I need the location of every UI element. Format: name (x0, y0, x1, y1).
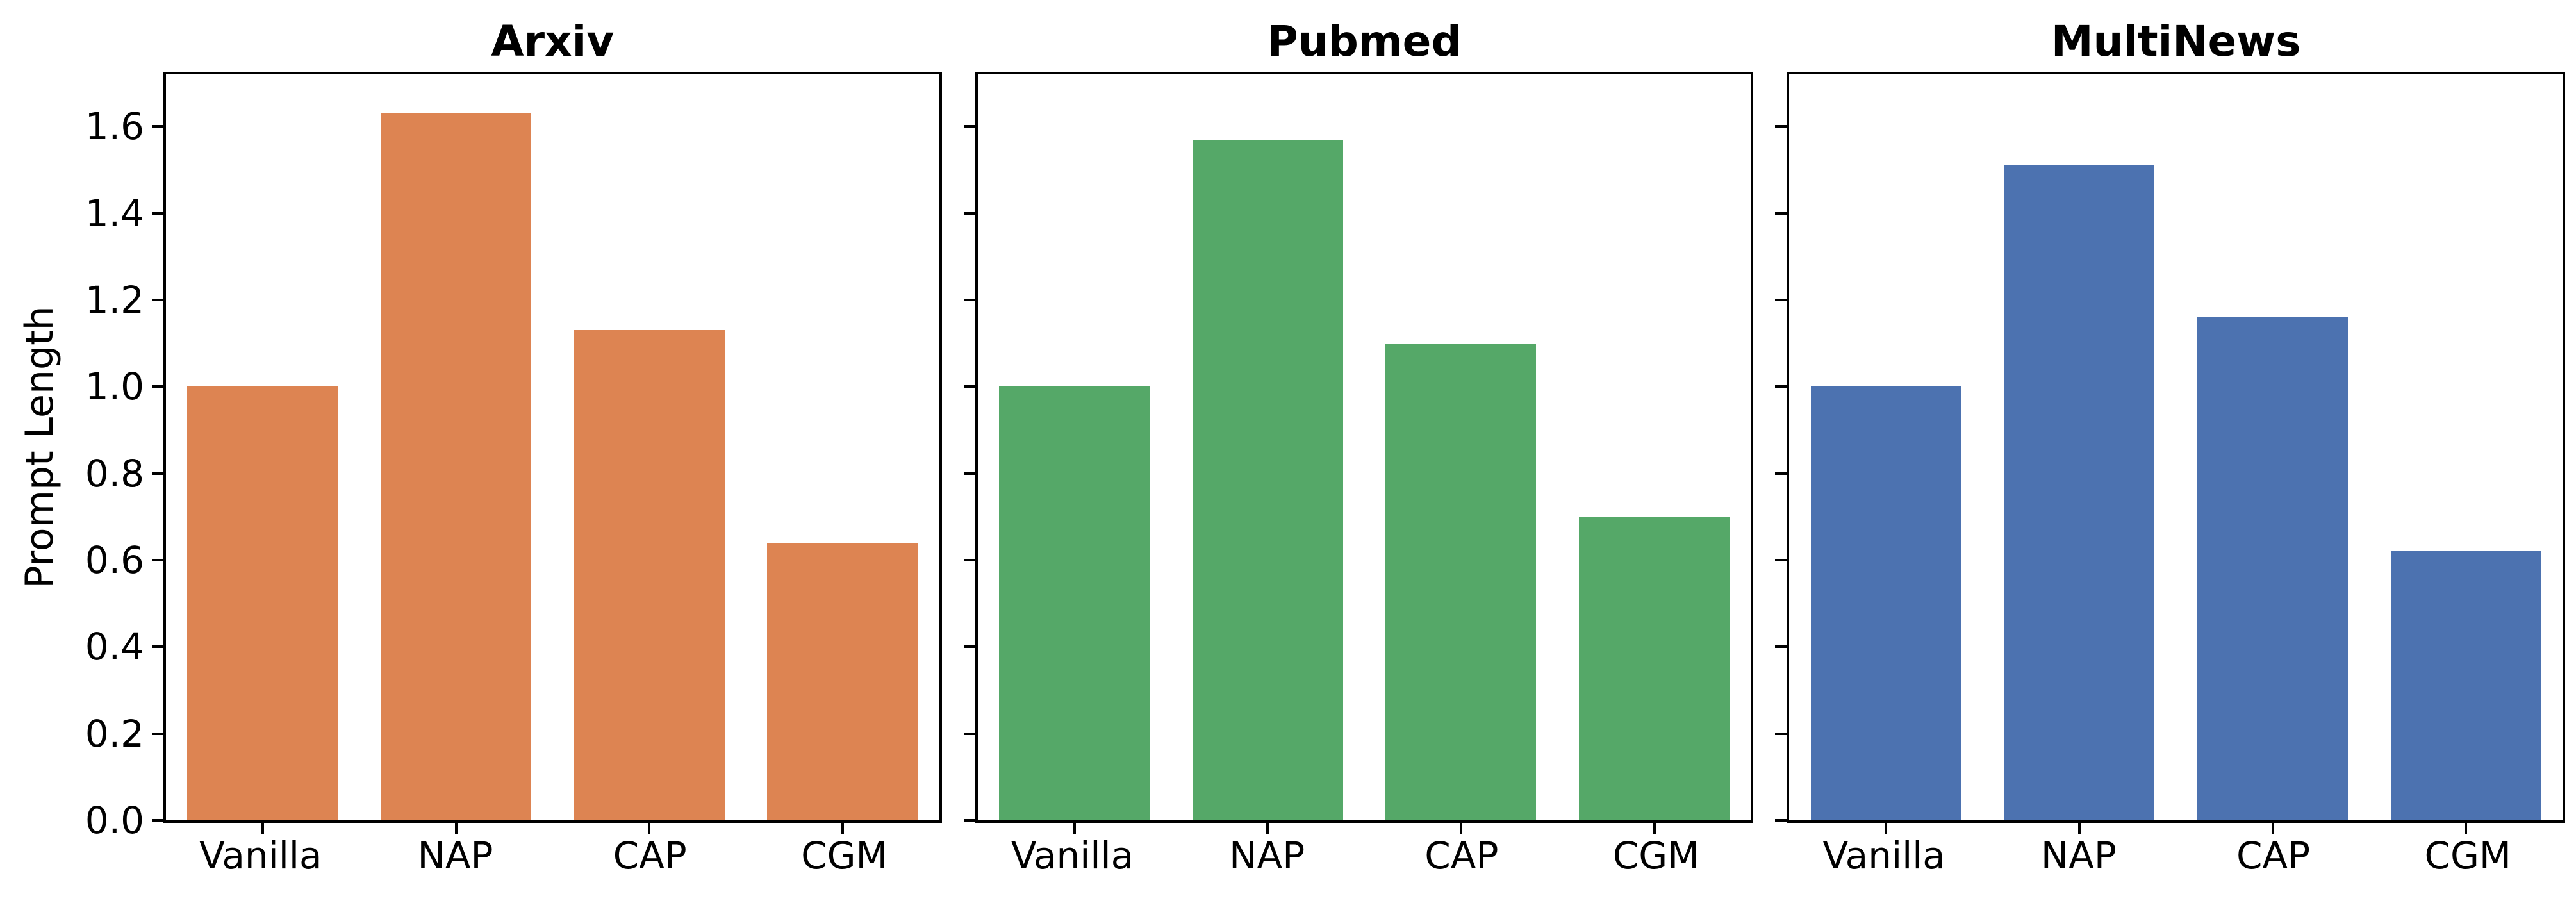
x-tick-label-nap: NAP (417, 834, 493, 877)
bar-vanilla-pubmed (998, 386, 1150, 820)
panel-title-multinews: MultiNews (2051, 17, 2301, 66)
y-tick-label: 0.0 (85, 799, 144, 842)
x-tick-label-cgm: CGM (2424, 834, 2511, 877)
y-tick-mark (963, 472, 975, 475)
y-tick-mark (152, 732, 163, 735)
panel-arxiv: Arxiv 0.0 0.2 0.4 0.6 0.8 1.0 1.2 1.4 1.6 Vanill… (85, 0, 942, 903)
y-tick-label: 1.0 (85, 365, 144, 409)
y-tick-mark (1775, 472, 1787, 475)
bar-cgm-arxiv (767, 542, 918, 820)
plot-area-arxiv: 0.0 0.2 0.4 0.6 0.8 1.0 1.2 1.4 1.6 (85, 72, 942, 839)
x-tick-mark (2465, 823, 2468, 834)
y-tick-label: 0.2 (85, 711, 144, 756)
bar-cgm-multinews (2390, 551, 2541, 820)
x-tick-label-cap: CAP (613, 834, 687, 877)
x-tick-label-vanilla: Vanilla (199, 834, 322, 877)
x-tick-mark (1459, 823, 1462, 834)
panel-multinews: MultiNews Vanilla NAP CAP CGM (1775, 0, 2566, 903)
plot-area-pubmed (963, 72, 1754, 834)
panel-pubmed: Pubmed Vanilla NAP CAP CGM (963, 0, 1754, 903)
y-tick-mark (1775, 211, 1787, 215)
x-tick-label-vanilla: Vanilla (1011, 834, 1134, 877)
y-tick-mark (963, 819, 975, 822)
y-tick-mark (1775, 732, 1787, 735)
y-tick-mark (963, 645, 975, 649)
y-tick-mark (1775, 645, 1787, 649)
x-tick-label-nap: NAP (2040, 834, 2117, 877)
y-tick-label: 0.4 (85, 625, 144, 669)
bar-cap-multinews (2197, 317, 2349, 820)
x-tick-labels-pubmed: Vanilla NAP CAP CGM (975, 823, 1754, 903)
bar-nap-arxiv (380, 113, 532, 820)
y-tick-label: 1.6 (85, 104, 144, 149)
y-tick-mark (152, 645, 163, 649)
x-tick-mark (454, 823, 458, 834)
x-tick-mark (841, 823, 844, 834)
y-tick-label: 0.8 (85, 451, 144, 495)
y-tick-mark (152, 472, 163, 475)
y-tick-label: 1.2 (85, 278, 144, 322)
bar-vanilla-arxiv (187, 386, 338, 820)
x-tick-mark (1653, 823, 1656, 834)
y-tick-mark (963, 125, 975, 128)
x-tick-mark (2271, 823, 2274, 834)
bar-vanilla-multinews (1810, 386, 1961, 820)
y-tick-mark (1775, 125, 1787, 128)
y-tick-mark (1775, 385, 1787, 388)
panels-row: Arxiv 0.0 0.2 0.4 0.6 0.8 1.0 1.2 1.4 1.6 Vanill… (85, 0, 2566, 903)
x-tick-label-cap: CAP (1424, 834, 1499, 877)
panel-title-arxiv: Arxiv (491, 17, 615, 66)
y-tick-mark (152, 819, 163, 822)
y-tick-mark (963, 211, 975, 215)
bar-nap-pubmed (1192, 139, 1343, 820)
y-tick-mark (152, 558, 163, 561)
x-tick-mark (1266, 823, 1269, 834)
x-tick-mark (1073, 823, 1076, 834)
bar-cgm-pubmed (1578, 517, 1730, 820)
y-tick-mark (1775, 819, 1787, 822)
y-tick-mark (152, 211, 163, 215)
y-tick-mark (152, 125, 163, 128)
x-tick-label-nap: NAP (1229, 834, 1305, 877)
y-tick-mark (152, 385, 163, 388)
panel-title-pubmed: Pubmed (1267, 17, 1462, 66)
y-tick-mark (963, 385, 975, 388)
x-tick-mark (1885, 823, 1888, 834)
y-tick-mark (1775, 558, 1787, 561)
x-tick-mark (648, 823, 651, 834)
y-tick-label: 1.4 (85, 191, 144, 235)
x-tick-labels-multinews: Vanilla NAP CAP CGM (1787, 823, 2565, 903)
y-tick-mark (1775, 298, 1787, 301)
x-tick-label-cgm: CGM (801, 834, 888, 877)
x-tick-label-cap: CAP (2236, 834, 2311, 877)
y-tick-label: 0.6 (85, 538, 144, 582)
plot-area-multinews (1775, 72, 2566, 834)
y-tick-mark (963, 732, 975, 735)
x-tick-mark (261, 823, 264, 834)
y-tick-mark (963, 558, 975, 561)
x-tick-labels-arxiv: Vanilla NAP CAP CGM (163, 823, 942, 903)
x-tick-label-vanilla: Vanilla (1822, 834, 1945, 877)
bar-cap-arxiv (574, 330, 725, 820)
y-tick-mark (963, 298, 975, 301)
x-tick-label-cgm: CGM (1612, 834, 1700, 877)
y-axis-title: Prompt Length (17, 306, 62, 589)
bar-nap-multinews (2004, 165, 2155, 820)
x-tick-mark (2077, 823, 2081, 834)
bar-cap-pubmed (1385, 343, 1537, 820)
y-tick-mark (152, 298, 163, 301)
